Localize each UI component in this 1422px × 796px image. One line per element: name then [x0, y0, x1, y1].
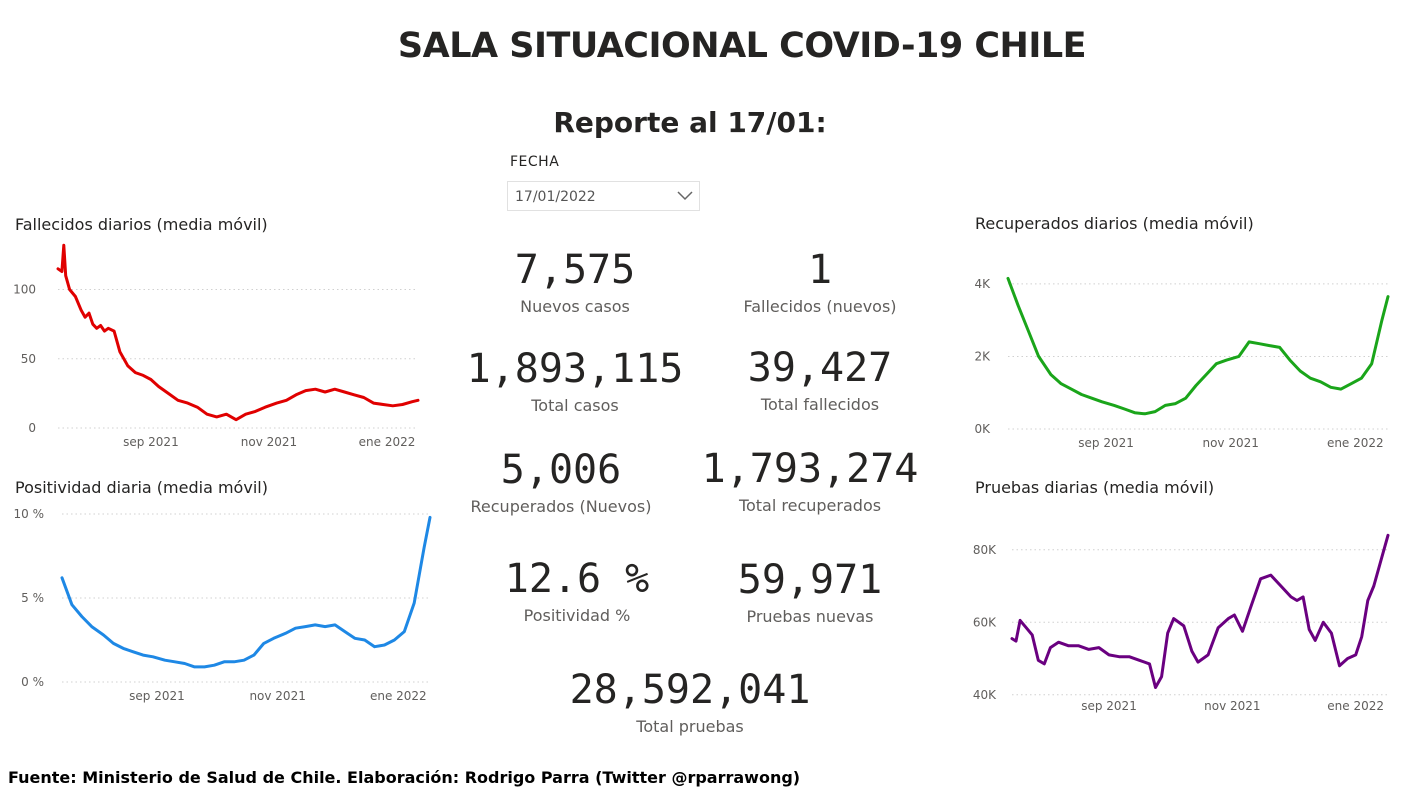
x-tick-label: sep 2021: [129, 689, 185, 703]
x-tick-label: ene 2022: [1327, 436, 1384, 450]
y-tick-label: 80K: [973, 543, 997, 557]
y-tick-label: 4K: [974, 277, 991, 291]
kpi-value: 5,006: [500, 447, 622, 493]
x-tick-label: nov 2021: [1202, 436, 1258, 450]
kpi-total-casos: 1,893,115 Total casos: [455, 346, 695, 415]
kpi-label: Total fallecidos: [760, 395, 880, 414]
kpi-pruebas-nuevas: 59,971 Pruebas nuevas: [690, 557, 930, 626]
kpi-label: Nuevos casos: [520, 297, 630, 316]
kpi-positividad: 12.6 % Positividad %: [457, 556, 697, 625]
y-tick-label: 10 %: [14, 507, 45, 521]
kpi-value: 1: [807, 247, 833, 293]
source-footer: Fuente: Ministerio de Salud de Chile. El…: [8, 768, 801, 787]
kpi-label: Fallecidos (nuevos): [743, 297, 897, 316]
kpi-total-recuperados: 1,793,274 Total recuperados: [690, 446, 930, 515]
kpi-value: 28,592,041: [569, 667, 811, 713]
kpi-label: Positividad %: [523, 606, 631, 625]
chart-pruebas-diarias: 40K 60K 80K sep 2021 nov 2021 ene 2022: [973, 533, 1390, 713]
kpi-label: Total pruebas: [636, 717, 744, 736]
series-line-positividad: [60, 515, 432, 669]
kpi-total-pruebas: 28,592,041 Total pruebas: [540, 667, 840, 736]
page-title: SALA SITUACIONAL COVID-19 CHILE: [397, 26, 1087, 66]
y-tick-label: 2K: [974, 349, 991, 363]
x-tick-label: nov 2021: [241, 435, 297, 449]
chart-recuperados-diarios: 0K 2K 4K sep 2021 nov 2021 ene 2022: [974, 276, 1390, 450]
y-tick-label: 5 %: [21, 591, 44, 605]
series-line-recuperados: [1006, 276, 1390, 416]
kpi-total-fallecidos: 39,427 Total fallecidos: [700, 345, 940, 414]
kpi-value: 1,793,274: [701, 446, 919, 492]
kpi-value: 7,575: [514, 247, 636, 293]
y-tick-label: 60K: [973, 615, 997, 629]
y-tick-label: 40K: [973, 688, 997, 702]
kpi-recuperados-nuevos: 5,006 Recuperados (Nuevos): [441, 447, 681, 516]
chart-fallecidos-diarios: 0 50 100 sep 2021 nov 2021 ene 2022: [13, 243, 420, 449]
report-subtitle: Reporte al 17/01:: [553, 106, 827, 139]
chart-positividad-diaria: 0 % 5 % 10 % sep 2021 nov 2021 ene 2022: [14, 507, 432, 703]
date-slicer-dropdown[interactable]: 17/01/2022: [507, 181, 700, 211]
date-slicer-value: 17/01/2022: [515, 189, 596, 205]
chevron-down-icon[interactable]: [677, 191, 693, 201]
y-tick-label: 100: [13, 283, 36, 297]
x-tick-label: ene 2022: [359, 435, 416, 449]
y-tick-label: 0: [28, 421, 36, 435]
chart-title-recuperados: Recuperados diarios (media móvil): [975, 214, 1254, 233]
kpi-label: Pruebas nuevas: [746, 607, 874, 626]
series-line-fallecidos: [56, 243, 420, 422]
x-tick-label: nov 2021: [1204, 699, 1260, 713]
kpi-value: 59,971: [737, 557, 883, 603]
y-tick-label: 0K: [974, 422, 991, 436]
x-tick-label: ene 2022: [370, 689, 427, 703]
x-tick-label: sep 2021: [1078, 436, 1134, 450]
series-line-pruebas: [1010, 533, 1390, 689]
kpi-label: Recuperados (Nuevos): [470, 497, 652, 516]
date-slicer-label: FECHA: [510, 154, 560, 170]
x-tick-label: sep 2021: [123, 435, 179, 449]
x-tick-label: nov 2021: [249, 689, 305, 703]
chart-title-fallecidos: Fallecidos diarios (media móvil): [15, 215, 268, 234]
y-tick-label: 50: [21, 352, 36, 366]
y-tick-label: 0 %: [21, 675, 44, 689]
kpi-label: Total recuperados: [738, 496, 882, 515]
kpi-value: 1,893,115: [466, 346, 684, 392]
kpi-value: 39,427: [747, 345, 893, 391]
kpi-value: 12.6 %: [504, 556, 650, 602]
kpi-nuevos-casos: 7,575 Nuevos casos: [455, 247, 695, 316]
chart-title-positividad: Positividad diaria (media móvil): [15, 478, 268, 497]
kpi-fallecidos-nuevos: 1 Fallecidos (nuevos): [700, 247, 940, 316]
chart-title-pruebas: Pruebas diarias (media móvil): [975, 478, 1215, 497]
x-tick-label: ene 2022: [1327, 699, 1384, 713]
kpi-label: Total casos: [531, 396, 619, 415]
x-tick-label: sep 2021: [1081, 699, 1137, 713]
